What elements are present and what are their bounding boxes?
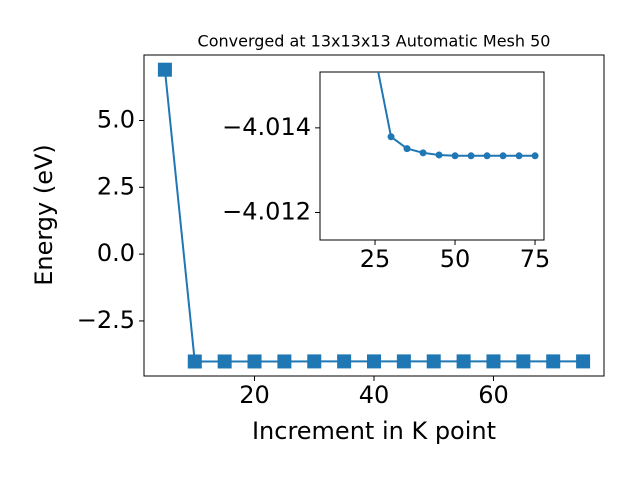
- marker: [426, 354, 441, 369]
- marker: [387, 133, 395, 141]
- marker: [187, 354, 202, 369]
- marker: [546, 354, 561, 369]
- y-tick-label: 0.0: [97, 239, 135, 267]
- y-tick-label: 5.0: [97, 105, 135, 133]
- marker: [396, 354, 411, 369]
- y-tick-label: −4.014: [222, 113, 311, 141]
- marker: [576, 354, 591, 369]
- marker: [456, 354, 471, 369]
- marker: [403, 145, 411, 153]
- x-tick-label: 50: [440, 245, 471, 273]
- marker: [435, 151, 443, 159]
- marker: [499, 152, 507, 160]
- marker: [277, 354, 292, 369]
- y-tick-label: −4.012: [222, 197, 311, 225]
- y-tick-label: −2.5: [77, 306, 135, 334]
- x-tick-label: 75: [520, 245, 551, 273]
- marker: [337, 354, 352, 369]
- x-axis-label: Increment in K point: [252, 417, 496, 445]
- marker: [531, 152, 539, 160]
- marker: [157, 62, 172, 77]
- x-tick-label: 40: [359, 381, 390, 409]
- x-tick-label: 60: [478, 381, 509, 409]
- marker: [247, 354, 262, 369]
- marker: [483, 152, 491, 160]
- marker: [486, 354, 501, 369]
- marker: [367, 354, 381, 369]
- series-group: [377, 72, 539, 160]
- marker: [419, 149, 427, 157]
- y-tick-label: 2.5: [97, 172, 135, 200]
- marker: [467, 152, 475, 160]
- marker: [516, 354, 531, 369]
- x-tick-label: 25: [360, 245, 391, 273]
- y-axis-label: Energy (eV): [30, 144, 58, 286]
- marker: [307, 354, 322, 369]
- x-tick-label: 20: [239, 381, 270, 409]
- series-group: [157, 62, 591, 369]
- marker: [217, 354, 232, 369]
- marker: [451, 152, 459, 160]
- chart-title: Converged at 13x13x13 Automatic Mesh 50: [198, 32, 551, 51]
- marker: [515, 152, 523, 160]
